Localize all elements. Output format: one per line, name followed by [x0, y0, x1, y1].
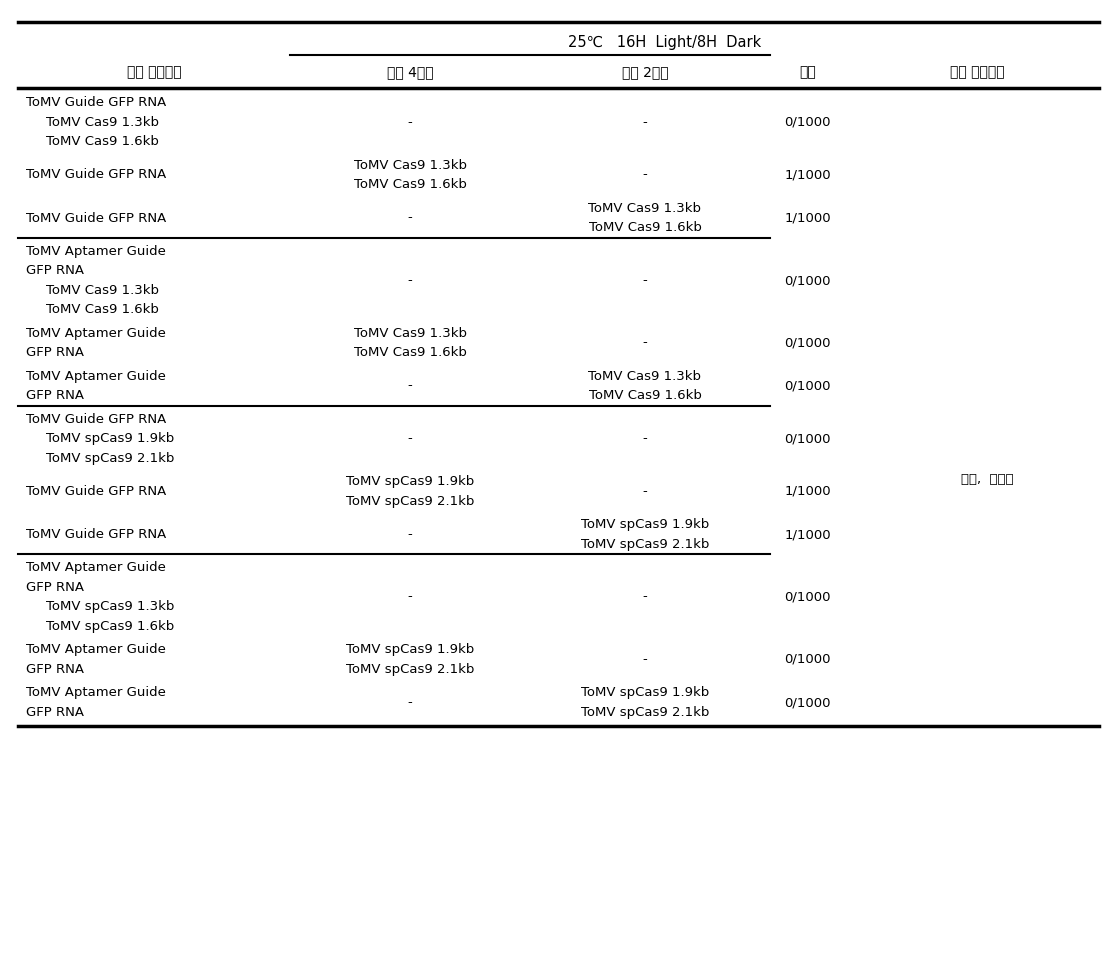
Text: ToMV Aptamer Guide: ToMV Aptamer Guide: [26, 327, 166, 339]
Text: ToMV Aptamer Guide: ToMV Aptamer Guide: [26, 245, 166, 257]
Text: ToMV spCas9 2.1kb: ToMV spCas9 2.1kb: [346, 663, 475, 676]
Text: -: -: [408, 212, 412, 224]
Text: 0/1000: 0/1000: [784, 274, 831, 287]
Text: 1/1000: 1/1000: [784, 169, 831, 181]
Text: 0/1000: 0/1000: [784, 591, 831, 604]
Text: -: -: [642, 116, 648, 129]
Text: ToMV Guide GFP RNA: ToMV Guide GFP RNA: [26, 97, 166, 109]
Text: ToMV Cas9 1.3kb: ToMV Cas9 1.3kb: [46, 116, 159, 129]
Text: 0/1000: 0/1000: [784, 379, 831, 393]
Text: ToMV Guide GFP RNA: ToMV Guide GFP RNA: [26, 412, 166, 426]
Text: ToMV Guide GFP RNA: ToMV Guide GFP RNA: [26, 528, 166, 541]
Text: GFP RNA: GFP RNA: [26, 389, 84, 403]
Text: -: -: [408, 696, 412, 709]
Text: ToMV Aptamer Guide: ToMV Aptamer Guide: [26, 370, 166, 383]
Text: ToMV Aptamer Guide: ToMV Aptamer Guide: [26, 644, 166, 656]
Text: 적용 가능작물: 적용 가능작물: [949, 65, 1004, 79]
Text: 개화 2주전: 개화 2주전: [622, 65, 668, 79]
Text: GFP RNA: GFP RNA: [26, 706, 84, 719]
Text: ToMV spCas9 1.3kb: ToMV spCas9 1.3kb: [46, 601, 174, 613]
Text: ToMV Guide GFP RNA: ToMV Guide GFP RNA: [26, 485, 166, 498]
Text: 1/1000: 1/1000: [784, 212, 831, 224]
Text: -: -: [408, 116, 412, 129]
Text: 0/1000: 0/1000: [784, 696, 831, 709]
Text: -: -: [642, 653, 648, 666]
Text: ToMV spCas9 1.9kb: ToMV spCas9 1.9kb: [46, 432, 174, 446]
Text: -: -: [408, 528, 412, 541]
Text: -: -: [408, 379, 412, 393]
Text: ToMV Cas9 1.6kb: ToMV Cas9 1.6kb: [589, 389, 701, 403]
Text: -: -: [642, 274, 648, 287]
Text: ToMV Aptamer Guide: ToMV Aptamer Guide: [26, 686, 166, 699]
Text: 개화 4주전: 개화 4주전: [386, 65, 433, 79]
Text: 1/1000: 1/1000: [784, 528, 831, 541]
Text: ToMV spCas9 2.1kb: ToMV spCas9 2.1kb: [46, 451, 174, 465]
Text: ToMV spCas9 2.1kb: ToMV spCas9 2.1kb: [346, 494, 475, 508]
Text: -: -: [642, 336, 648, 349]
Text: 25℃   16H  Light/8H  Dark: 25℃ 16H Light/8H Dark: [569, 34, 762, 50]
Text: -: -: [408, 432, 412, 446]
Text: -: -: [642, 169, 648, 181]
Text: ToMV spCas9 2.1kb: ToMV spCas9 2.1kb: [581, 706, 709, 719]
Text: ToMV Cas9 1.6kb: ToMV Cas9 1.6kb: [354, 178, 467, 191]
Text: ToMV Cas9 1.3kb: ToMV Cas9 1.3kb: [589, 202, 701, 214]
Text: 접종 바이러스: 접종 바이러스: [126, 65, 181, 79]
Text: 1/1000: 1/1000: [784, 485, 831, 498]
Text: ToMV spCas9 1.9kb: ToMV spCas9 1.9kb: [581, 519, 709, 531]
Text: ToMV spCas9 1.9kb: ToMV spCas9 1.9kb: [346, 644, 474, 656]
Text: GFP RNA: GFP RNA: [26, 581, 84, 594]
Text: ToMV Cas9 1.6kb: ToMV Cas9 1.6kb: [589, 221, 701, 234]
Text: ToMV Guide GFP RNA: ToMV Guide GFP RNA: [26, 212, 166, 224]
Text: 고추,  토마토: 고추, 토마토: [961, 473, 1013, 487]
Text: ToMV spCas9 1.6kb: ToMV spCas9 1.6kb: [46, 620, 174, 633]
Text: -: -: [642, 485, 648, 498]
Text: ToMV Cas9 1.6kb: ToMV Cas9 1.6kb: [46, 136, 159, 148]
Text: GFP RNA: GFP RNA: [26, 264, 84, 277]
Text: -: -: [642, 591, 648, 604]
Text: -: -: [642, 432, 648, 446]
Text: ToMV Cas9 1.3kb: ToMV Cas9 1.3kb: [46, 284, 159, 296]
Text: ToMV Cas9 1.6kb: ToMV Cas9 1.6kb: [354, 346, 467, 359]
Text: ToMV Aptamer Guide: ToMV Aptamer Guide: [26, 562, 166, 574]
Text: 0/1000: 0/1000: [784, 336, 831, 349]
Text: 효율: 효율: [799, 65, 815, 79]
Text: ToMV Cas9 1.3kb: ToMV Cas9 1.3kb: [353, 327, 467, 339]
Text: ToMV spCas9 2.1kb: ToMV spCas9 2.1kb: [581, 538, 709, 551]
Text: ToMV Cas9 1.3kb: ToMV Cas9 1.3kb: [589, 370, 701, 383]
Text: -: -: [408, 274, 412, 287]
Text: ToMV Guide GFP RNA: ToMV Guide GFP RNA: [26, 169, 166, 181]
Text: ToMV Cas9 1.6kb: ToMV Cas9 1.6kb: [46, 303, 159, 316]
Text: 0/1000: 0/1000: [784, 653, 831, 666]
Text: ToMV spCas9 1.9kb: ToMV spCas9 1.9kb: [346, 475, 474, 488]
Text: ToMV spCas9 1.9kb: ToMV spCas9 1.9kb: [581, 686, 709, 699]
Text: 0/1000: 0/1000: [784, 116, 831, 129]
Text: GFP RNA: GFP RNA: [26, 346, 84, 359]
Text: GFP RNA: GFP RNA: [26, 663, 84, 676]
Text: -: -: [408, 591, 412, 604]
Text: 0/1000: 0/1000: [784, 432, 831, 446]
Text: ToMV Cas9 1.3kb: ToMV Cas9 1.3kb: [353, 159, 467, 172]
